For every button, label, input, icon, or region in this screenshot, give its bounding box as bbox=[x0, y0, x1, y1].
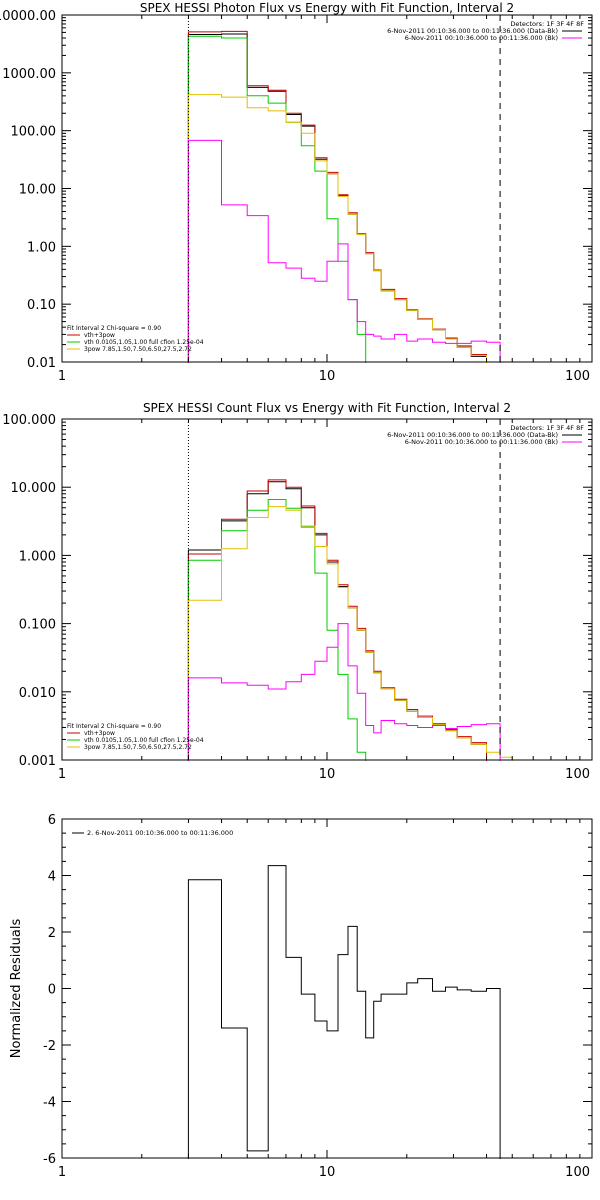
x-tick-label: 10 bbox=[319, 1165, 336, 1180]
y-tick-label: 0.010 bbox=[19, 686, 56, 701]
y-axis-label: Normalized Residuals bbox=[9, 919, 24, 1059]
y-tick-label: 1.00 bbox=[27, 240, 56, 255]
fit-legend-header: Fit Interval 2 Chi-square = 0.90 bbox=[67, 325, 161, 332]
series-4-line bbox=[187, 506, 513, 761]
series-1-line bbox=[187, 481, 487, 761]
y-tick-label: 0.01 bbox=[27, 356, 56, 371]
legend-entry-label: 6-Nov-2011 00:10:36.000 to 00:11:36.000 … bbox=[387, 431, 558, 439]
fit-legend-entry-label: vth+3pow bbox=[84, 332, 115, 339]
plot-frame bbox=[61, 818, 593, 1159]
series-3-line bbox=[187, 35, 367, 363]
series-1-line bbox=[187, 865, 501, 1159]
y-tick-label: 10.00 bbox=[19, 183, 56, 198]
x-tick-label: 1 bbox=[58, 369, 66, 384]
y-tick-label: -6 bbox=[43, 1152, 56, 1167]
y-tick-label: 0 bbox=[48, 983, 56, 998]
x-tick-label: 1 bbox=[58, 1165, 66, 1180]
series-5-line bbox=[187, 623, 501, 761]
legend-entry-label: 6-Nov-2011 00:10:36.000 to 00:11:36.000 … bbox=[405, 34, 558, 42]
legend-header: Detectors: 1F 3F 4F 8F bbox=[510, 20, 584, 28]
series-1-line bbox=[187, 33, 487, 363]
legend-entry-label: 6-Nov-2011 00:10:36.000 to 00:11:36.000 … bbox=[387, 27, 558, 35]
fit-legend-entry-label: vth 0.0105,1.05,1.00 full cfion 1.25e-04 bbox=[84, 737, 204, 744]
y-tick-label: 100.00 bbox=[11, 125, 57, 140]
y-tick-label: 10.000 bbox=[11, 481, 57, 496]
chart-title: SPEX HESSI Photon Flux vs Energy with Fi… bbox=[140, 1, 514, 15]
y-tick-label: -2 bbox=[43, 1039, 56, 1054]
series-2-line bbox=[187, 30, 487, 363]
y-tick-label: 0.100 bbox=[19, 618, 56, 633]
y-tick-label: 10000.00 bbox=[0, 9, 56, 24]
series-4-line bbox=[187, 94, 487, 363]
fit-legend-entry-label: 3pow 7.85,1.50,7.50,6.50,27.5,2.72 bbox=[84, 346, 192, 353]
fit-legend-entry-label: vth+3pow bbox=[84, 730, 115, 737]
plot-area-2 bbox=[187, 479, 513, 761]
y-tick-label: 1000.00 bbox=[2, 67, 56, 82]
x-tick-label: 100 bbox=[565, 767, 590, 782]
y-tick-label: -4 bbox=[43, 1096, 56, 1111]
fit-legend-entry-label: 3pow 7.85,1.50,7.50,6.50,27.5,2.72 bbox=[84, 744, 192, 751]
y-tick-label: 6 bbox=[48, 813, 56, 828]
fit-legend-header: Fit Interval 2 Chi-square = 0.90 bbox=[67, 723, 161, 730]
series-5-line bbox=[187, 139, 501, 363]
fit-legend-entry-label: vth 0.0105,1.05,1.00 full cfion 1.25e-04 bbox=[84, 339, 204, 346]
legend-entry-label: 2. 6-Nov-2011 00:10:36.000 to 00:11:36.0… bbox=[87, 829, 233, 837]
y-tick-label: 1.000 bbox=[19, 549, 56, 564]
legend-header: Detectors: 1F 3F 4F 8F bbox=[510, 424, 584, 432]
chart-title: SPEX HESSI Count Flux vs Energy with Fit… bbox=[143, 401, 511, 415]
y-tick-label: 4 bbox=[48, 870, 56, 885]
series-2-line bbox=[187, 479, 487, 761]
x-tick-label: 10 bbox=[319, 767, 336, 782]
legend-entry-label: 6-Nov-2011 00:10:36.000 to 00:11:36.000 … bbox=[405, 438, 558, 446]
x-tick-label: 100 bbox=[565, 369, 590, 384]
x-tick-label: 1 bbox=[58, 767, 66, 782]
y-tick-label: 100.000 bbox=[2, 413, 56, 428]
series-3-line bbox=[187, 499, 367, 761]
x-tick-label: 10 bbox=[319, 369, 336, 384]
plot-area-3 bbox=[187, 865, 501, 1159]
plot-area-1 bbox=[187, 30, 501, 363]
y-tick-label: 0.001 bbox=[19, 754, 56, 769]
x-tick-label: 100 bbox=[565, 1165, 590, 1180]
y-tick-label: 2 bbox=[48, 926, 56, 941]
y-tick-label: 0.10 bbox=[27, 298, 56, 313]
